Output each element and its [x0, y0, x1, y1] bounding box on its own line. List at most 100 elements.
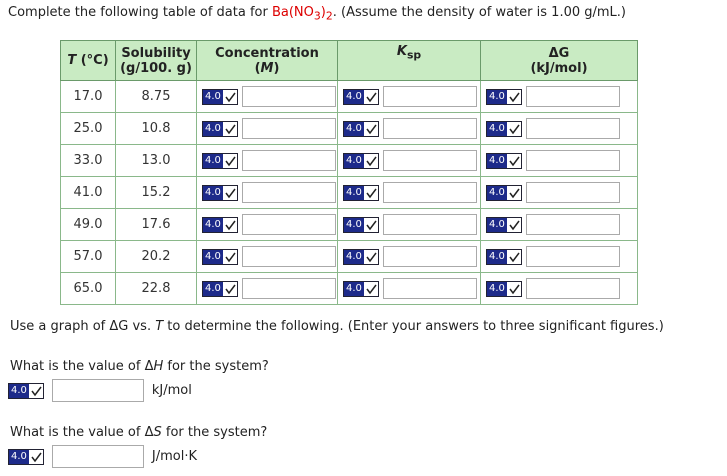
check-icon [222, 121, 237, 136]
value-cell: 22.8 [115, 272, 197, 305]
check-path [509, 284, 520, 294]
score-text: 4.0 [344, 217, 364, 232]
score-badge: 4.0 [486, 280, 522, 297]
answer-row: 4.0 J/mol·K [8, 445, 197, 468]
question-part: What is the value of [10, 359, 145, 374]
answer-input[interactable] [525, 246, 620, 267]
answer-cell: 4.0 [480, 176, 638, 209]
check-icon [506, 153, 521, 168]
answer-wrap: 4.0 [481, 278, 637, 299]
answer-cell: 4.0 [480, 144, 638, 177]
answer-input[interactable] [382, 86, 477, 107]
value-cell: 8.75 [115, 80, 197, 113]
check-path [225, 284, 236, 294]
check-icon [363, 281, 378, 296]
answer-cell: 4.0 [196, 272, 338, 305]
answer-input[interactable] [525, 278, 620, 299]
answer-cell: 4.0 [480, 112, 638, 145]
answer-wrap: 4.0 [338, 214, 480, 235]
answer-cell: 4.0 [196, 144, 338, 177]
check-path [225, 156, 236, 166]
answer-input[interactable] [525, 182, 620, 203]
score-badge: 4.0 [202, 280, 238, 297]
answer-input[interactable] [51, 445, 144, 468]
score-badge: 4.0 [202, 152, 238, 169]
answer-row: 4.0 kJ/mol [8, 379, 192, 402]
header-text: K [396, 44, 407, 59]
answer-input[interactable] [382, 118, 477, 139]
unit-label: J/mol·K [151, 449, 198, 464]
score-badge: 4.0 [486, 88, 522, 105]
answer-input[interactable] [241, 118, 336, 139]
answer-input[interactable] [241, 182, 336, 203]
score-badge: 4.0 [486, 248, 522, 265]
check-path [225, 124, 236, 134]
answer-input[interactable] [525, 118, 620, 139]
header-ksp: Ksp [337, 40, 481, 81]
score-badge: 4.0 [202, 88, 238, 105]
answer-input[interactable] [382, 246, 477, 267]
check-icon [222, 89, 237, 104]
check-icon [506, 281, 521, 296]
question-part: S [153, 425, 162, 440]
score-badge: 4.0 [343, 184, 379, 201]
answer-wrap: 4.0 [481, 246, 637, 267]
check-path [509, 252, 520, 262]
score-text: 4.0 [487, 249, 507, 264]
answer-input[interactable] [525, 150, 620, 171]
answer-input[interactable] [525, 214, 620, 235]
check-path [509, 92, 520, 102]
value-cell: 17.6 [115, 208, 197, 241]
question-part: Δ [144, 359, 154, 374]
note-text: T [155, 319, 164, 334]
value-cell: 41.0 [60, 176, 116, 209]
check-path [225, 220, 236, 230]
score-badge: 4.0 [202, 248, 238, 265]
answer-input[interactable] [382, 278, 477, 299]
answer-input[interactable] [382, 150, 477, 171]
check-path [225, 92, 236, 102]
answer-wrap: 4.0 [197, 182, 337, 203]
answer-input[interactable] [382, 182, 477, 203]
header-text: sp [406, 48, 422, 62]
check-icon [222, 153, 237, 168]
check-icon [222, 249, 237, 264]
answer-input[interactable] [241, 150, 336, 171]
value-cell: 25.0 [60, 112, 116, 145]
score-badge: 4.0 [8, 448, 44, 465]
score-badge: 4.0 [343, 88, 379, 105]
answer-input[interactable] [51, 379, 144, 402]
answer-input[interactable] [241, 278, 336, 299]
check-path [509, 188, 520, 198]
answer-wrap: 4.0 [338, 182, 480, 203]
answer-input[interactable] [241, 214, 336, 235]
answer-input[interactable] [241, 86, 336, 107]
table-row: 17.0 8.75 4.0 4.0 4.0 [60, 80, 638, 113]
check-path [366, 92, 377, 102]
answer-wrap: 4.0 [197, 214, 337, 235]
score-badge: 4.0 [202, 120, 238, 137]
score-text: 4.0 [344, 121, 364, 136]
check-icon [363, 121, 378, 136]
header-t: T (°C) [60, 40, 116, 81]
score-badge: 4.0 [343, 248, 379, 265]
check-path [509, 156, 520, 166]
check-icon [506, 121, 521, 136]
score-text: 4.0 [487, 153, 507, 168]
answer-input[interactable] [525, 86, 620, 107]
formula-sub: 2 [325, 9, 333, 23]
check-path [31, 452, 42, 462]
answer-input[interactable] [241, 246, 336, 267]
value-cell: 49.0 [60, 208, 116, 241]
answer-cell: 4.0 [337, 240, 481, 273]
score-text: 4.0 [203, 121, 223, 136]
answer-cell: 4.0 [480, 272, 638, 305]
intro-text: . (Assume the density of water is 1.00 g… [332, 5, 626, 20]
answer-input[interactable] [382, 214, 477, 235]
formula-part: ) [320, 5, 326, 20]
score-badge: 4.0 [486, 152, 522, 169]
value-cell: 57.0 [60, 240, 116, 273]
answer-wrap: 4.0 [338, 150, 480, 171]
score-text: 4.0 [203, 185, 223, 200]
formula-sub: 3 [313, 9, 321, 23]
